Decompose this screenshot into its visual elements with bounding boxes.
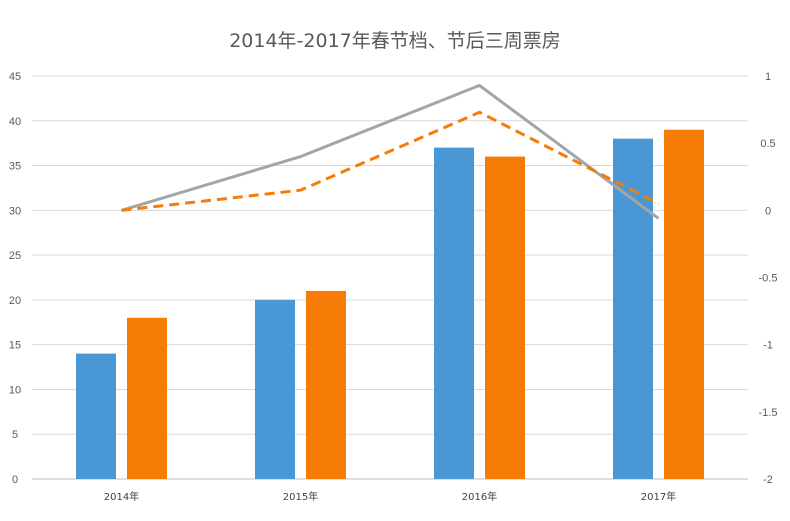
y2-tick-label: 1 bbox=[765, 71, 771, 83]
bars bbox=[76, 129, 704, 479]
y-tick-label: 25 bbox=[9, 250, 21, 262]
y-tick-label: 15 bbox=[9, 340, 21, 352]
bar-series1-1 bbox=[255, 299, 295, 479]
y-tick-label: 45 bbox=[9, 71, 21, 83]
y2-tick-label: -2 bbox=[763, 474, 773, 486]
x-tick-label: 2017年 bbox=[641, 490, 676, 503]
y-tick-label: 35 bbox=[9, 161, 21, 173]
chart-title: 2014年-2017年春节档、节后三周票房 bbox=[229, 30, 561, 52]
line-series-1 bbox=[121, 83, 660, 220]
y2-axis-ticks: -2 -1.5 -1 -0.5 0 0.5 1 bbox=[759, 71, 778, 486]
bar-series1-0 bbox=[76, 353, 116, 479]
line-series-2 bbox=[121, 110, 660, 212]
y-axis-ticks: 0 5 10 15 20 25 30 35 40 45 bbox=[9, 71, 21, 486]
y2-tick-label: -0.5 bbox=[759, 273, 778, 285]
y2-tick-label: 0 bbox=[765, 205, 771, 217]
bar-series2-3 bbox=[664, 129, 704, 479]
bar-series1-3 bbox=[613, 138, 653, 479]
bar-series2-1 bbox=[306, 290, 346, 479]
y-tick-label: 20 bbox=[9, 295, 21, 307]
bar-series2-0 bbox=[127, 317, 167, 479]
y-tick-label: 40 bbox=[9, 116, 21, 128]
y2-tick-label: 0.5 bbox=[760, 138, 775, 150]
x-tick-label: 2016年 bbox=[462, 490, 497, 503]
bar-series1-2 bbox=[434, 147, 474, 479]
y-tick-label: 0 bbox=[12, 474, 18, 486]
y-tick-label: 5 bbox=[12, 429, 18, 441]
x-tick-label: 2014年 bbox=[104, 490, 139, 503]
y-tick-label: 10 bbox=[9, 384, 21, 396]
y-tick-label: 30 bbox=[9, 205, 21, 217]
y2-tick-label: -1 bbox=[763, 340, 773, 352]
lines bbox=[121, 83, 660, 220]
bar-series2-2 bbox=[485, 156, 525, 479]
x-tick-label: 2015年 bbox=[283, 490, 318, 503]
x-axis-ticks: 2014年 2015年 2016年 2017年 bbox=[104, 490, 676, 503]
y2-tick-label: -1.5 bbox=[759, 407, 778, 419]
